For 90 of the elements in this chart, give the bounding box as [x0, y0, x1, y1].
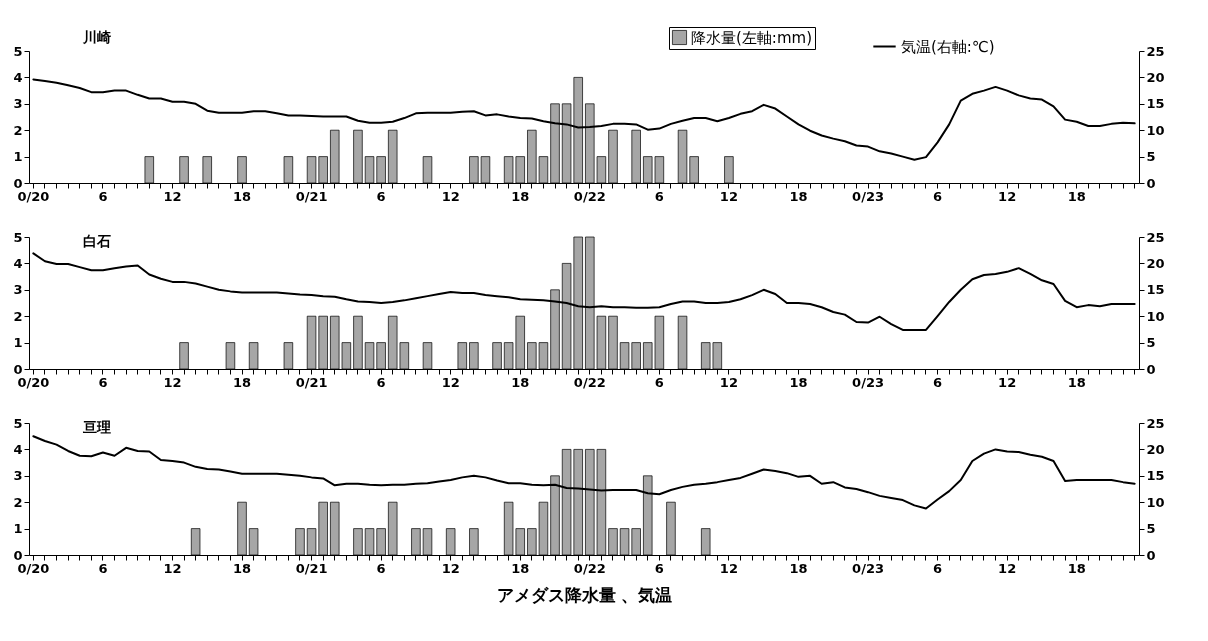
y2-tick-label: 10 [1146, 122, 1165, 138]
y2-tick-label: 15 [1146, 468, 1165, 484]
x-tick-label: 18 [789, 188, 808, 204]
x-tick-label: 12 [998, 374, 1017, 390]
x-tick-label: 6 [933, 374, 943, 390]
legend-label: 気温(右軸:℃) [901, 37, 995, 56]
x-tick-label: 0/22 [573, 560, 606, 576]
x-tick-label: 6 [654, 560, 664, 576]
x-tick-label: 18 [1067, 374, 1086, 390]
x-tick-label: 12 [163, 560, 182, 576]
x-tick-label: 6 [933, 188, 943, 204]
x-tick-label: 6 [933, 560, 943, 576]
y-tick-label: 5 [13, 229, 23, 245]
y-tick-label: 4 [13, 255, 23, 271]
x-tick-label: 12 [719, 374, 738, 390]
y-tick-label: 1 [13, 335, 23, 351]
x-tick-label: 12 [441, 560, 460, 576]
y-tick-label: 0 [13, 547, 23, 563]
x-tick-label: 6 [654, 188, 664, 204]
x-tick-label: 18 [789, 374, 808, 390]
y-tick-label: 4 [13, 441, 23, 457]
x-tick-label: 18 [511, 560, 530, 576]
y2-tick-label: 15 [1146, 282, 1165, 298]
x-tick-label: 0/23 [852, 374, 884, 390]
y2-tick-label: 5 [1146, 335, 1156, 351]
x-tick-label: 6 [98, 374, 108, 390]
x-tick-label: 12 [998, 560, 1017, 576]
x-tick-label: 18 [232, 188, 252, 204]
chart-title: 川崎 [81, 28, 111, 45]
y2-tick-label: 20 [1146, 441, 1165, 457]
x-tick-label: 0/21 [295, 560, 328, 576]
y-tick-label: 5 [13, 415, 23, 431]
x-tick-label: 6 [376, 560, 386, 576]
x-tick-label: 18 [511, 188, 530, 204]
y2-tick-label: 20 [1146, 69, 1165, 85]
y-tick-label: 2 [13, 122, 23, 138]
x-tick-label: 0/20 [17, 374, 50, 390]
y2-tick-label: 5 [1146, 149, 1156, 165]
y2-tick-label: 0 [1146, 175, 1156, 191]
x-tick-label: 6 [98, 560, 108, 576]
x-tick-label: 0/23 [852, 188, 884, 204]
y-tick-label: 0 [13, 361, 23, 377]
y-tick-label: 3 [13, 96, 23, 112]
legend-label: 降水量(左軸:mm) [691, 28, 812, 47]
x-tick-label: 18 [511, 374, 530, 390]
x-tick-label: 18 [1067, 560, 1086, 576]
y-tick-label: 1 [13, 521, 23, 537]
x-tick-label: 18 [1067, 188, 1086, 204]
x-tick-label: 12 [719, 188, 738, 204]
x-tick-label: 0/22 [573, 188, 606, 204]
y-tick-label: 2 [13, 494, 23, 510]
x-tick-label: 12 [441, 188, 460, 204]
y-tick-label: 4 [13, 69, 23, 85]
x-tick-label: 6 [654, 374, 664, 390]
x-tick-label: 18 [232, 374, 252, 390]
x-tick-label: 6 [98, 188, 108, 204]
x-tick-label: 6 [376, 374, 386, 390]
x-axis-title: アメダス降水量 、気温 [496, 584, 673, 605]
y-tick-label: 1 [13, 149, 23, 165]
y2-tick-label: 10 [1146, 494, 1165, 510]
y2-tick-label: 25 [1146, 229, 1165, 245]
y2-tick-label: 0 [1146, 361, 1156, 377]
x-tick-label: 12 [163, 374, 182, 390]
y2-tick-label: 25 [1146, 43, 1165, 59]
y-tick-label: 2 [13, 308, 23, 324]
y2-tick-label: 0 [1146, 547, 1156, 563]
x-tick-label: 12 [998, 188, 1017, 204]
x-tick-label: 12 [719, 560, 738, 576]
x-tick-label: 18 [232, 560, 252, 576]
y2-tick-label: 25 [1146, 415, 1165, 431]
x-tick-label: 0/22 [573, 374, 606, 390]
y-tick-label: 3 [13, 468, 23, 484]
x-tick-label: 0/21 [295, 374, 328, 390]
chart-title: 亘理 [81, 419, 111, 435]
x-tick-label: 0/20 [17, 560, 50, 576]
y2-tick-label: 10 [1146, 308, 1165, 324]
y2-tick-label: 5 [1146, 521, 1156, 537]
x-tick-label: 6 [376, 188, 386, 204]
x-tick-label: 0/20 [17, 188, 50, 204]
x-tick-label: 18 [789, 560, 808, 576]
y-tick-label: 3 [13, 282, 23, 298]
x-tick-label: 0/23 [852, 560, 884, 576]
y-tick-label: 0 [13, 175, 23, 191]
x-tick-label: 0/21 [295, 188, 328, 204]
x-tick-label: 12 [441, 374, 460, 390]
y2-tick-label: 20 [1146, 255, 1165, 271]
y2-tick-label: 15 [1146, 96, 1165, 112]
y-tick-label: 5 [13, 43, 23, 59]
chart-title: 白石 [82, 233, 111, 249]
x-tick-label: 12 [163, 188, 182, 204]
